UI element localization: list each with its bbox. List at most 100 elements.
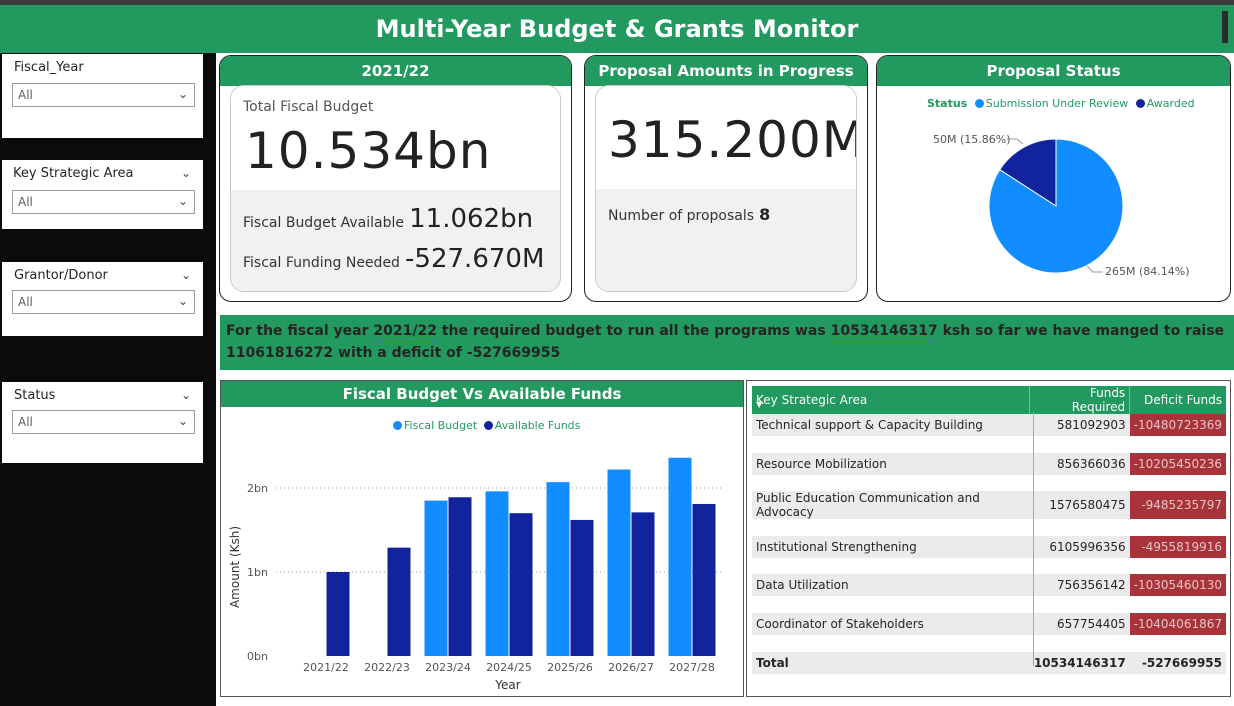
slicer-label: Status xyxy=(14,388,56,403)
row-spacer xyxy=(752,436,1226,453)
col-header-deficit[interactable]: Deficit Funds xyxy=(1129,386,1226,414)
cell-area: Resource Mobilization xyxy=(752,452,1030,475)
slicer-status: Status ⌄ All ⌄ xyxy=(2,382,203,463)
table-row[interactable]: Coordinator of Stakeholders 657754405 -104… xyxy=(752,612,1226,635)
col-header-label: Key Strategic Area xyxy=(756,393,868,407)
col-header-area[interactable]: Key Strategic Area ▼ xyxy=(752,386,1031,414)
bar-chart-panel: Fiscal Budget Vs Available Funds Fiscal … xyxy=(220,380,744,697)
slicer-key-strategic-area: Key Strategic Area ⌄ All ⌄ xyxy=(2,160,203,229)
legend-item-available[interactable]: Available Funds xyxy=(494,419,581,432)
y-tick-label: 0bn xyxy=(247,650,268,663)
pie-slice-review[interactable] xyxy=(988,138,1124,274)
cell-area: Data Utilization xyxy=(752,574,1030,597)
slicer-fiscal-year: Fiscal_Year All ⌄ xyxy=(2,54,203,138)
pie-slice-awarded[interactable] xyxy=(999,138,1057,207)
chevron-down-icon: ⌄ xyxy=(177,194,188,208)
bar-ylabel: Amount (Ksh) xyxy=(228,526,242,608)
grantor-donor-dropdown[interactable]: All ⌄ xyxy=(12,290,195,314)
available-label: Fiscal Budget Available xyxy=(243,215,405,231)
bar-fiscal-2025-26[interactable] xyxy=(546,482,570,656)
bar-available-2027-28[interactable] xyxy=(692,503,716,656)
bar-available-2022-23[interactable] xyxy=(387,547,411,656)
available-value: 11.062bn xyxy=(409,204,534,234)
scrollbar-handle[interactable] xyxy=(1222,11,1228,43)
bar-fiscal-2024-25[interactable] xyxy=(485,491,509,656)
cell-required: 581092903 xyxy=(1029,414,1130,436)
total-required: 10534146317 xyxy=(1029,651,1130,674)
x-tick-label: 2025/26 xyxy=(547,661,593,674)
narrative-banner: For the fiscal year 2021/22 the required… xyxy=(220,315,1234,370)
legend-title: Status xyxy=(927,97,968,110)
status-card-title: Proposal Status xyxy=(877,56,1230,86)
narrative-raised: 11061816272 xyxy=(226,345,334,361)
proposal-count-value: 8 xyxy=(759,205,771,224)
budget-card: 2021/22 Total Fiscal Budget 10.534bn Fis… xyxy=(219,55,572,302)
proposal-inner: 315.200M Number of proposals 8 xyxy=(595,85,857,292)
bar-fiscal-2026-27[interactable] xyxy=(607,469,631,656)
cell-area: Institutional Strengthening xyxy=(752,535,1030,558)
narrative-text: ksh so far we have manged to raise xyxy=(937,323,1225,339)
table-row[interactable]: Public Education Communication and Advoc… xyxy=(752,491,1226,520)
cell-required: 1576580475 xyxy=(1029,491,1130,520)
pie-leader-small xyxy=(1007,138,1024,145)
col-header-required[interactable]: Funds Required xyxy=(1029,386,1131,414)
legend-item-awarded[interactable]: Awarded xyxy=(1146,97,1195,110)
narrative-text: the required budget to run all the progr… xyxy=(436,323,831,339)
pie-label-large: 265M (84.14%) xyxy=(1105,265,1190,278)
page-title: Multi-Year Budget & Grants Monitor xyxy=(375,15,859,43)
status-dropdown[interactable]: All ⌄ xyxy=(12,410,195,434)
bar-fiscal-2023-24[interactable] xyxy=(424,500,448,656)
table-row[interactable]: Data Utilization 756356142 -10305460130 xyxy=(752,574,1226,597)
cell-deficit: -10305460130 xyxy=(1129,574,1226,597)
cell-area: Technical support & Capacity Building xyxy=(752,414,1030,436)
bar-available-2021-22[interactable] xyxy=(326,572,350,656)
cell-deficit: -10480723369 xyxy=(1129,414,1226,436)
dropdown-value: All xyxy=(18,88,33,102)
dropdown-value: All xyxy=(18,295,33,309)
chevron-down-icon: ⌄ xyxy=(177,294,188,308)
narrative-deficit: -527669955 xyxy=(466,345,561,361)
pie-leader-large xyxy=(1086,265,1103,273)
legend-item-fiscal[interactable]: Fiscal Budget xyxy=(404,419,478,432)
row-spacer xyxy=(752,635,1226,652)
x-tick-label: 2027/28 xyxy=(669,661,715,674)
dropdown-value: All xyxy=(18,195,33,209)
dropdown-value: All xyxy=(18,415,33,429)
table-row[interactable]: Resource Mobilization 856366036 -102054502… xyxy=(752,452,1226,475)
fiscal-year-dropdown[interactable]: All ⌄ xyxy=(12,83,195,107)
total-label: Total xyxy=(752,651,1030,674)
bar-available-2024-25[interactable] xyxy=(509,513,533,656)
narrative-text: with a deficit of xyxy=(333,345,467,361)
budget-card-title: 2021/22 xyxy=(220,56,571,86)
pie-legend: Status Submission Under Review Awarded xyxy=(927,97,1195,110)
cell-required: 856366036 xyxy=(1029,452,1130,475)
pie-chart: 50M (15.86%) 265M (84.14%) xyxy=(933,133,1190,278)
page-header: Multi-Year Budget & Grants Monitor xyxy=(0,5,1234,53)
cell-deficit: -9485235797 xyxy=(1129,491,1226,520)
y-tick-label: 2bn xyxy=(247,482,268,495)
bar-available-2023-24[interactable] xyxy=(448,497,472,656)
proposal-card: Proposal Amounts in Progress 315.200M Nu… xyxy=(584,55,868,302)
bar-available-2025-26[interactable] xyxy=(570,519,594,656)
chevron-down-icon[interactable]: ⌄ xyxy=(180,268,191,282)
chevron-down-icon[interactable]: ⌄ xyxy=(180,388,191,402)
slicer-label: Key Strategic Area xyxy=(13,166,134,181)
bar-xlabel: Year xyxy=(494,678,520,692)
cell-area: Coordinator of Stakeholders xyxy=(752,612,1030,635)
strategic-area-table: Key Strategic Area ▼ Funds Required Defi… xyxy=(752,386,1226,674)
funding-needed-label: Fiscal Funding Needed xyxy=(243,255,400,271)
window-top-strip xyxy=(0,0,1234,5)
key-strategic-area-dropdown[interactable]: All ⌄ xyxy=(12,190,195,214)
bar-fiscal-2027-28[interactable] xyxy=(668,457,692,656)
sort-desc-icon[interactable]: ▼ xyxy=(756,400,763,409)
row-spacer xyxy=(752,519,1226,536)
legend-item-review[interactable]: Submission Under Review xyxy=(985,97,1129,110)
bar-available-2026-27[interactable] xyxy=(631,512,655,656)
table-row[interactable]: Technical support & Capacity Building 581… xyxy=(752,414,1226,436)
table-row[interactable]: Institutional Strengthening 6105996356 -49… xyxy=(752,535,1226,558)
status-card: Proposal Status Status Submission Under … xyxy=(876,55,1231,302)
chevron-down-icon[interactable]: ⌄ xyxy=(180,166,191,180)
legend-dot-awarded xyxy=(1135,99,1145,108)
legend-dot-available xyxy=(483,421,493,430)
row-spacer xyxy=(752,558,1226,575)
